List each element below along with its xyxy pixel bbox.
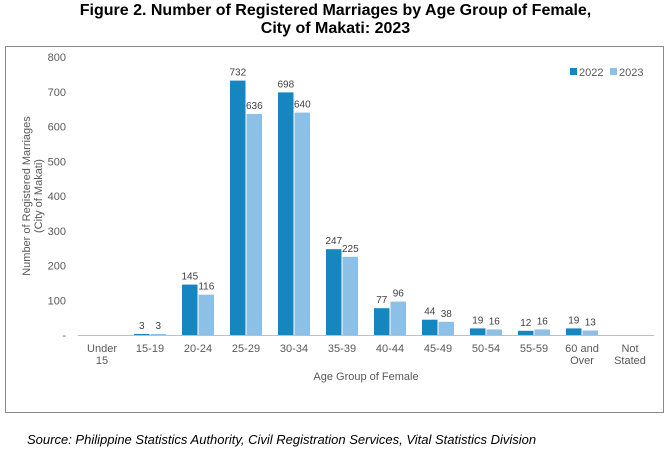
bars [134,80,598,336]
bar-2023-7 [438,321,454,335]
x-tick-label: 55-59 [520,343,548,355]
x-axis-title: Age Group of Female [313,371,418,383]
x-tick-label: Not Stated [614,343,646,367]
bar-2022-1 [134,334,150,335]
x-tick-label: 40-44 [376,343,404,355]
bar-2023-8 [486,329,502,335]
bar-2022-8 [470,328,486,335]
x-axis-ticks: Under 15 15-19 20-24 25-29 30-34 35-39 40-44 45-… [87,343,646,367]
bar-2022-2 [182,284,198,335]
x-tick-label: 35-39 [328,343,356,355]
data-label-2023-4: 640 [294,100,311,111]
data-label-2022-1: 3 [139,321,145,332]
bar-2023-9 [534,329,550,335]
x-tick-label: 60 and Over [565,343,599,367]
bar-2022-5 [326,249,342,335]
bar-2023-2 [198,294,214,335]
data-label-2023-8: 16 [489,316,501,327]
x-tick-label: 15-19 [136,343,164,355]
y-tick-label: 500 [48,156,66,168]
x-tick-label: 30-34 [280,343,308,355]
bar-2023-6 [390,301,406,335]
data-label-2023-5: 225 [342,244,359,255]
y-tick-label: 700 [48,87,66,99]
data-label-2022-10: 19 [568,315,580,326]
data-label-2023-3: 636 [246,101,263,112]
bar-2022-9 [518,330,534,335]
bar-2022-7 [422,319,438,335]
legend: 2022 2023 [570,67,643,79]
x-tick-label: 20-24 [184,343,212,355]
bar-2023-5 [342,256,358,335]
x-tick-label: 50-54 [472,343,500,355]
y-tick-label: 800 [48,52,66,64]
data-label-2022-2: 145 [181,272,198,283]
bar-2022-6 [374,308,390,335]
bar-2023-3 [246,114,262,335]
legend-label-2022: 2022 [579,67,603,79]
data-label-2022-4: 698 [277,79,294,90]
y-tick-label: 300 [48,226,66,238]
chart-title-line-2: City of Makati: 2023 [260,20,411,37]
data-label-2022-3: 732 [229,68,246,79]
chart-title: Figure 2. Number of Registered Marriages… [0,2,671,38]
bar-2023-1 [150,334,166,335]
data-label-2023-6: 96 [393,289,405,300]
y-tick-label: - [62,330,66,342]
data-label-2022-8: 19 [472,315,484,326]
bar-2023-10 [582,330,598,335]
bar-2022-3 [230,80,246,335]
chart-title-line-1: Figure 2. Number of Registered Marriages… [79,2,592,19]
y-axis-title: Number of Registered Marriages (City of M… [21,116,45,276]
legend-label-2023: 2023 [619,67,643,79]
y-axis-ticks: - 100 200 300 400 500 600 700 800 [48,52,67,342]
y-tick-label: 200 [48,261,66,273]
data-label-2023-1: 3 [156,321,162,332]
x-tick-label: Under 15 [87,343,117,367]
bar-2022-10 [566,328,582,335]
y-tick-label: 400 [48,191,66,203]
bar-2022-4 [278,92,294,336]
y-tick-label: 100 [48,295,66,307]
y-axis-title-line-2: (City of Makati) [33,159,45,233]
data-label-2022-9: 12 [520,318,532,329]
x-tick-label: 25-29 [232,343,260,355]
source-note: Source: Philippine Statistics Authority,… [27,432,537,447]
chart-frame [5,46,664,413]
y-axis-title-line-1: Number of Registered Marriages [21,116,33,276]
data-label-2022-7: 44 [424,307,436,318]
bar-2023-4 [294,112,310,335]
data-label-2023-10: 13 [585,318,597,329]
data-label-2023-7: 38 [441,309,453,320]
x-tick-label: 45-49 [424,343,452,355]
y-tick-label: 600 [48,122,66,134]
legend-swatch-2022 [570,68,577,75]
data-label-2022-5: 247 [325,236,342,247]
data-label-2023-2: 116 [198,282,214,293]
data-label-2022-6: 77 [376,295,388,306]
legend-swatch-2023 [610,68,617,75]
data-label-2023-9: 16 [537,316,549,327]
